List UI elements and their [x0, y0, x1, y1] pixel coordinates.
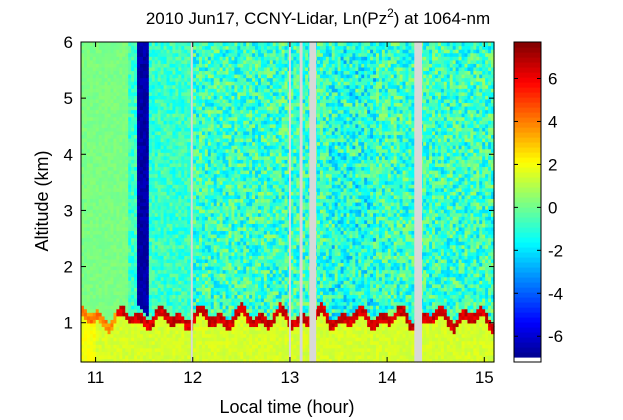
chart-title: 2010 Jun17, CCNY-Lidar, Ln(Pz2) at 1064-… — [146, 6, 490, 28]
heatmap-cells — [81, 42, 495, 363]
chart-title-suffix: ) at 1064-nm — [394, 9, 490, 28]
chart-title-prefix: 2010 Jun17, CCNY-Lidar, Ln(Pz — [146, 9, 387, 28]
plot-area — [81, 42, 495, 363]
lidar-figure: 2010 Jun17, CCNY-Lidar, Ln(Pz2) at 1064-… — [0, 0, 623, 420]
